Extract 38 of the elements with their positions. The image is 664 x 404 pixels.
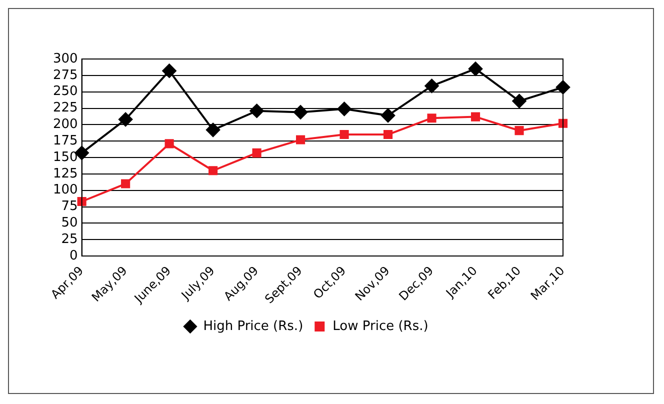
point	[337, 102, 352, 116]
y-tick-label: 125	[52, 166, 78, 182]
y-tick-label: 275	[52, 68, 78, 83]
point	[252, 148, 262, 158]
y-tick-label: 100	[52, 182, 78, 198]
y-tick-label: 50	[61, 216, 78, 231]
y-tick-label: 225	[52, 100, 78, 116]
legend-label: Low Price (Rs.)	[332, 318, 428, 334]
y-tick-label: 25	[61, 232, 78, 247]
y-tick-label: 75	[61, 199, 78, 214]
point	[250, 104, 264, 118]
point	[470, 112, 480, 122]
point	[383, 130, 393, 140]
y-tick-label: 300	[52, 51, 78, 66]
point	[514, 126, 524, 136]
point	[340, 130, 349, 140]
point	[294, 105, 308, 120]
point	[512, 94, 526, 108]
point	[468, 62, 483, 76]
legend-label: High Price (Rs.)	[203, 318, 304, 334]
point	[206, 122, 220, 137]
point	[162, 64, 176, 78]
point	[296, 135, 306, 144]
y-tick-label: 200	[52, 117, 78, 132]
point	[208, 166, 218, 176]
point	[381, 108, 396, 122]
point	[424, 78, 439, 93]
point	[558, 118, 568, 128]
y-tick-label: 150	[52, 150, 78, 165]
point	[427, 114, 436, 123]
point	[118, 112, 133, 126]
y-tick-label: 0	[70, 248, 78, 264]
y-tick-label: 175	[52, 133, 78, 148]
point	[121, 179, 130, 188]
point	[77, 196, 86, 206]
y-tick-label: 250	[52, 84, 78, 100]
point	[556, 80, 570, 94]
point	[164, 139, 174, 148]
